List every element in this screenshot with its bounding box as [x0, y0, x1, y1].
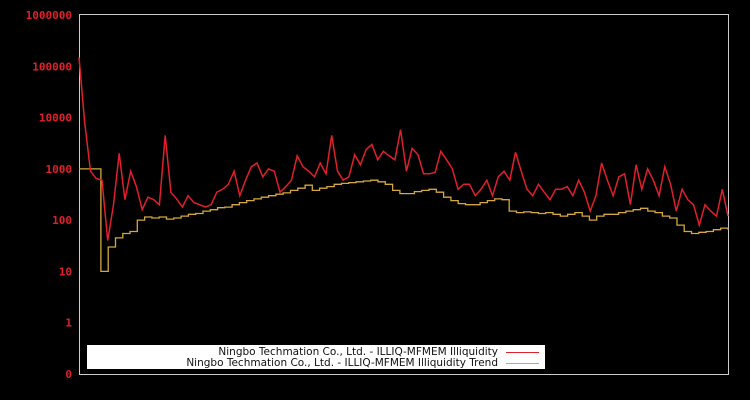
legend: Ningbo Techmation Co., Ltd. - ILLIQ-MFME… — [87, 345, 545, 369]
y-tick-label: 1000 — [46, 163, 73, 176]
y-tick-label: 100000 — [32, 60, 72, 73]
legend-swatch-red — [506, 352, 539, 353]
y-tick-label: 10 — [59, 265, 72, 278]
legend-label: Ningbo Techmation Co., Ltd. - ILLIQ-MFME… — [186, 357, 498, 369]
trend-series-line — [79, 169, 728, 272]
y-tick-label: 100 — [52, 214, 72, 227]
y-axis-ticks: 10000001000001000010001001010 — [26, 9, 73, 381]
y-tick-label: 10000 — [39, 112, 72, 125]
y-tick-label: 1 — [65, 317, 72, 330]
illiquidity-series-line — [79, 57, 728, 240]
legend-swatch-gold — [506, 363, 539, 364]
legend-item-trend: Ningbo Techmation Co., Ltd. - ILLIQ-MFME… — [186, 357, 545, 369]
illiquidity-chart: 10000001000001000010001001010 — [0, 0, 750, 400]
y-tick-label: 0 — [65, 368, 72, 381]
y-tick-label: 1000000 — [26, 9, 72, 22]
